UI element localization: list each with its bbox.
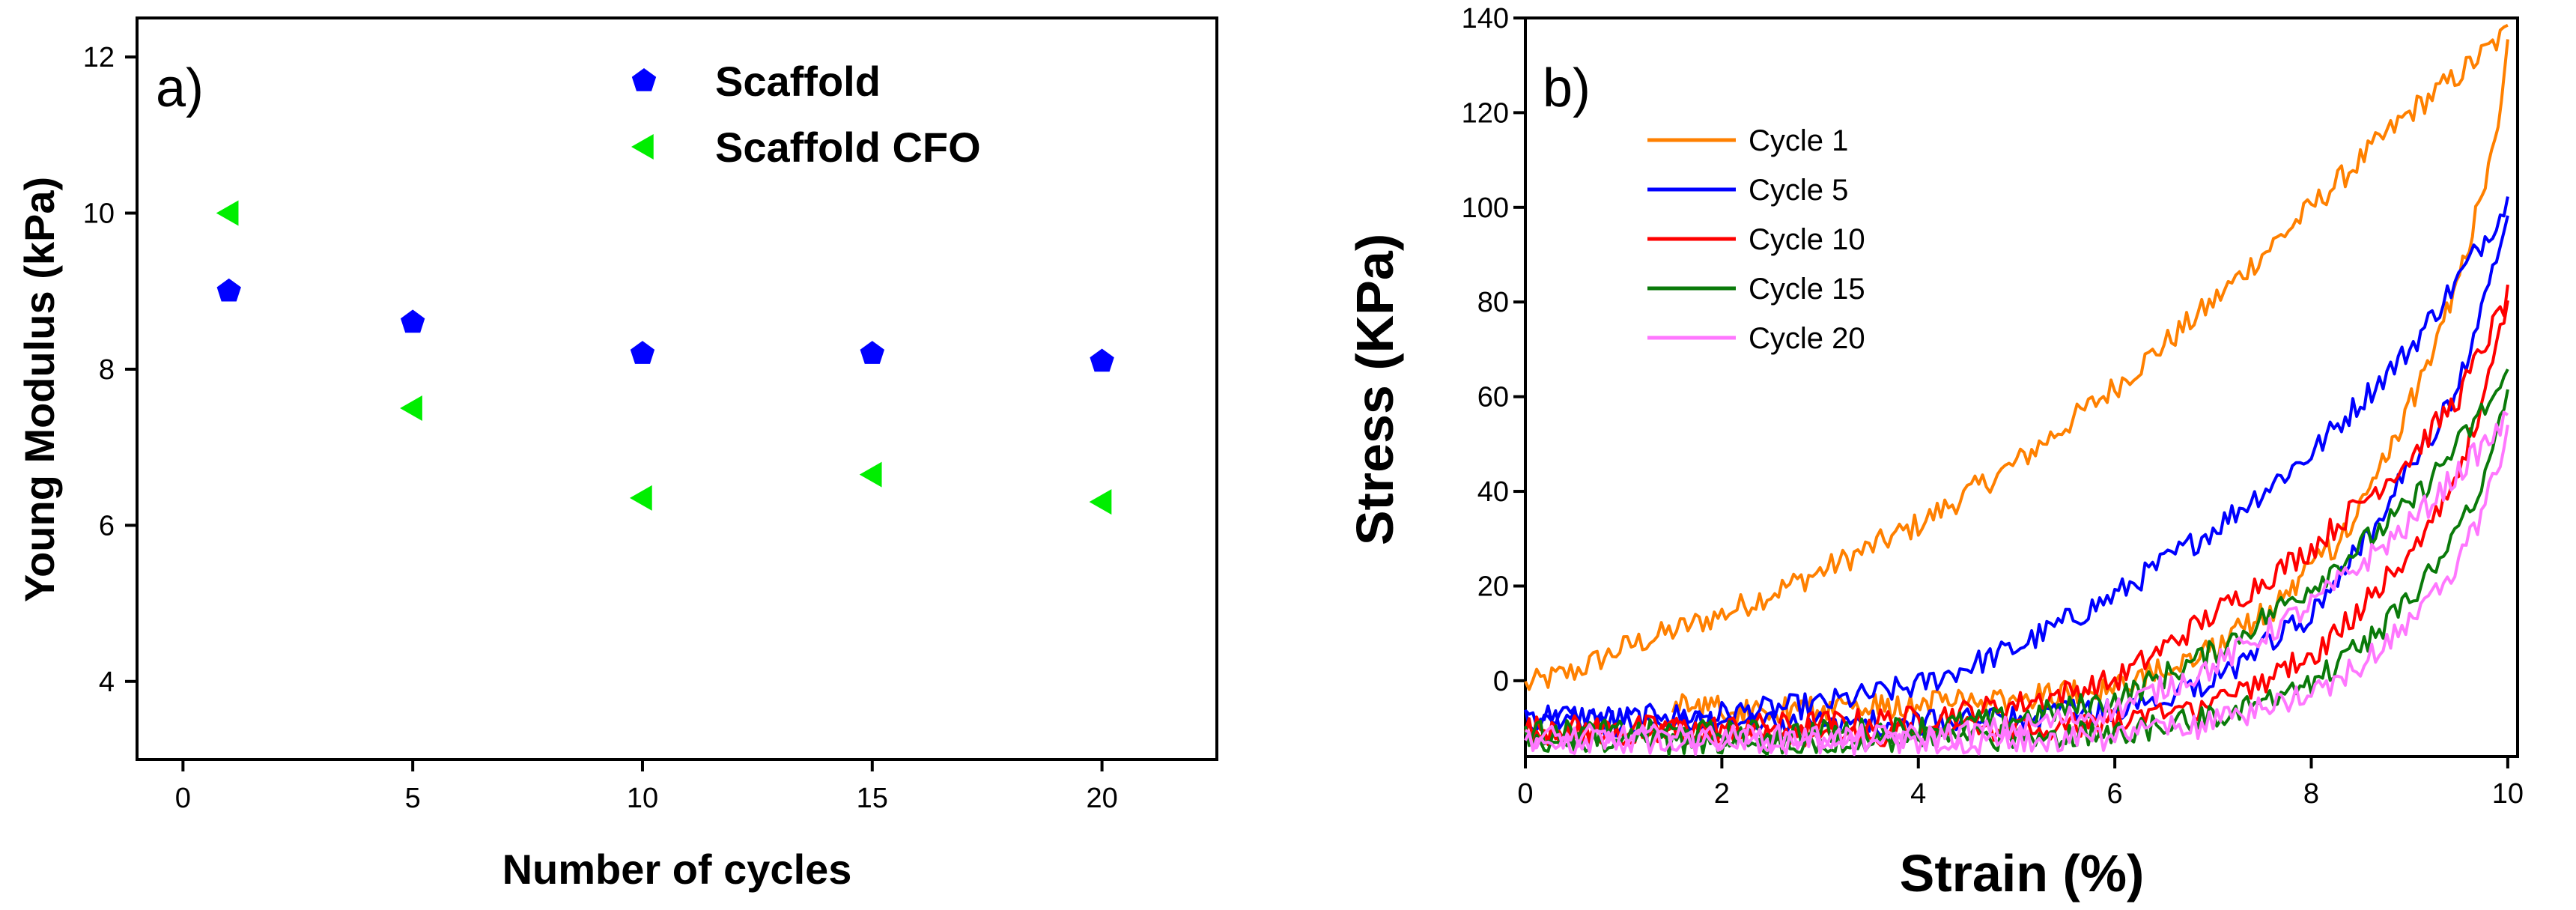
scaffold-cfo-point <box>400 395 422 422</box>
legend-label: Cycle 1 <box>1749 124 1848 157</box>
panel-b-y-ticks: 0 20 40 60 80 100 120 140 <box>1462 3 1525 697</box>
panel-a-data-points <box>216 200 1114 515</box>
panel-b-chart: 0 2 4 6 8 10 0 20 40 60 80 100 120 140 b) Strain (%)… <box>1346 3 2524 903</box>
x-tick-label: 15 <box>857 783 888 814</box>
panel-a-label: a) <box>156 58 204 118</box>
series-cycle-20 <box>1524 410 2509 756</box>
y-tick-label: 10 <box>83 198 115 230</box>
legend-label: Scaffold CFO <box>715 124 981 171</box>
scaffold-cfo-point <box>629 485 652 511</box>
scaffold-point <box>860 341 884 364</box>
panel-a-x-ticks: 0 5 10 15 20 <box>175 759 1118 814</box>
scaffold-point <box>216 278 241 302</box>
legend-label: Cycle 15 <box>1749 273 1865 306</box>
x-tick-label: 0 <box>175 783 191 814</box>
loading-curve <box>1524 196 2509 732</box>
legend-label: Cycle 10 <box>1749 223 1865 256</box>
y-tick-label: 0 <box>1493 666 1509 697</box>
plot-b-frame <box>1524 16 2519 758</box>
scaffold-point <box>630 341 655 364</box>
panel-a-y-ticks: 4 6 8 10 12 <box>83 42 137 698</box>
y-tick-label: 40 <box>1477 476 1509 508</box>
legend-marker <box>631 68 657 91</box>
series-cycle-5 <box>1524 196 2509 738</box>
unloading-curve <box>1524 300 2509 747</box>
loading-curve <box>1524 368 2509 747</box>
panel-b-legend: Cycle 1 Cycle 5 Cycle 10 Cycle 15 Cycle 20 <box>1647 124 1865 355</box>
x-tick-label: 4 <box>1910 778 1926 810</box>
legend-label: Scaffold <box>715 58 881 105</box>
y-tick-label: 8 <box>99 354 115 386</box>
panel-a-y-axis-title: Young Modulus (kPa) <box>16 177 63 602</box>
series-cycle-15 <box>1524 368 2509 756</box>
y-tick-label: 6 <box>99 510 115 542</box>
y-tick-label: 80 <box>1477 287 1509 318</box>
x-tick-label: 10 <box>2492 778 2524 810</box>
plot-a-frame <box>136 16 1218 761</box>
panel-a-chart: 0 5 10 15 20 4 6 8 10 12 a) Number of cycles You… <box>16 16 1218 893</box>
y-tick-label: 140 <box>1462 3 1509 34</box>
legend-label: Cycle 5 <box>1749 174 1848 207</box>
panel-b-x-ticks: 0 2 4 6 8 10 <box>1517 756 2524 810</box>
x-tick-label: 20 <box>1086 783 1117 814</box>
panel-b-x-axis-title: Strain (%) <box>1900 844 2145 903</box>
scaffold-cfo-point <box>859 461 882 488</box>
scaffold-cfo-point <box>1089 489 1112 515</box>
panel-a-x-axis-title: Number of cycles <box>502 846 852 893</box>
x-tick-label: 5 <box>405 783 421 814</box>
unloading-curve <box>1524 215 2509 738</box>
panel-b-label: b) <box>1543 58 1591 118</box>
legend-marker <box>631 134 654 160</box>
x-tick-label: 6 <box>2107 778 2123 810</box>
x-tick-label: 2 <box>1714 778 1730 810</box>
x-tick-label: 0 <box>1517 778 1533 810</box>
y-tick-label: 4 <box>99 667 115 698</box>
y-tick-label: 20 <box>1477 571 1509 602</box>
y-tick-label: 100 <box>1462 192 1509 224</box>
panel-b-series-lines <box>1524 23 2509 756</box>
x-tick-label: 8 <box>2303 778 2319 810</box>
scaffold-point <box>401 309 425 333</box>
scaffold-point <box>1090 348 1114 372</box>
loading-curve <box>1524 410 2509 753</box>
x-tick-label: 10 <box>627 783 658 814</box>
loading-curve <box>1524 23 2509 691</box>
unloading-curve <box>1525 424 2509 756</box>
scaffold-cfo-point <box>216 200 239 226</box>
y-tick-label: 12 <box>83 42 115 73</box>
legend-label: Cycle 20 <box>1749 322 1865 355</box>
panel-a-legend: Scaffold Scaffold CFO <box>631 58 981 171</box>
y-tick-label: 60 <box>1477 382 1509 413</box>
panel-b-y-axis-title: Stress (KPa) <box>1346 234 1404 545</box>
y-tick-label: 120 <box>1462 97 1509 129</box>
